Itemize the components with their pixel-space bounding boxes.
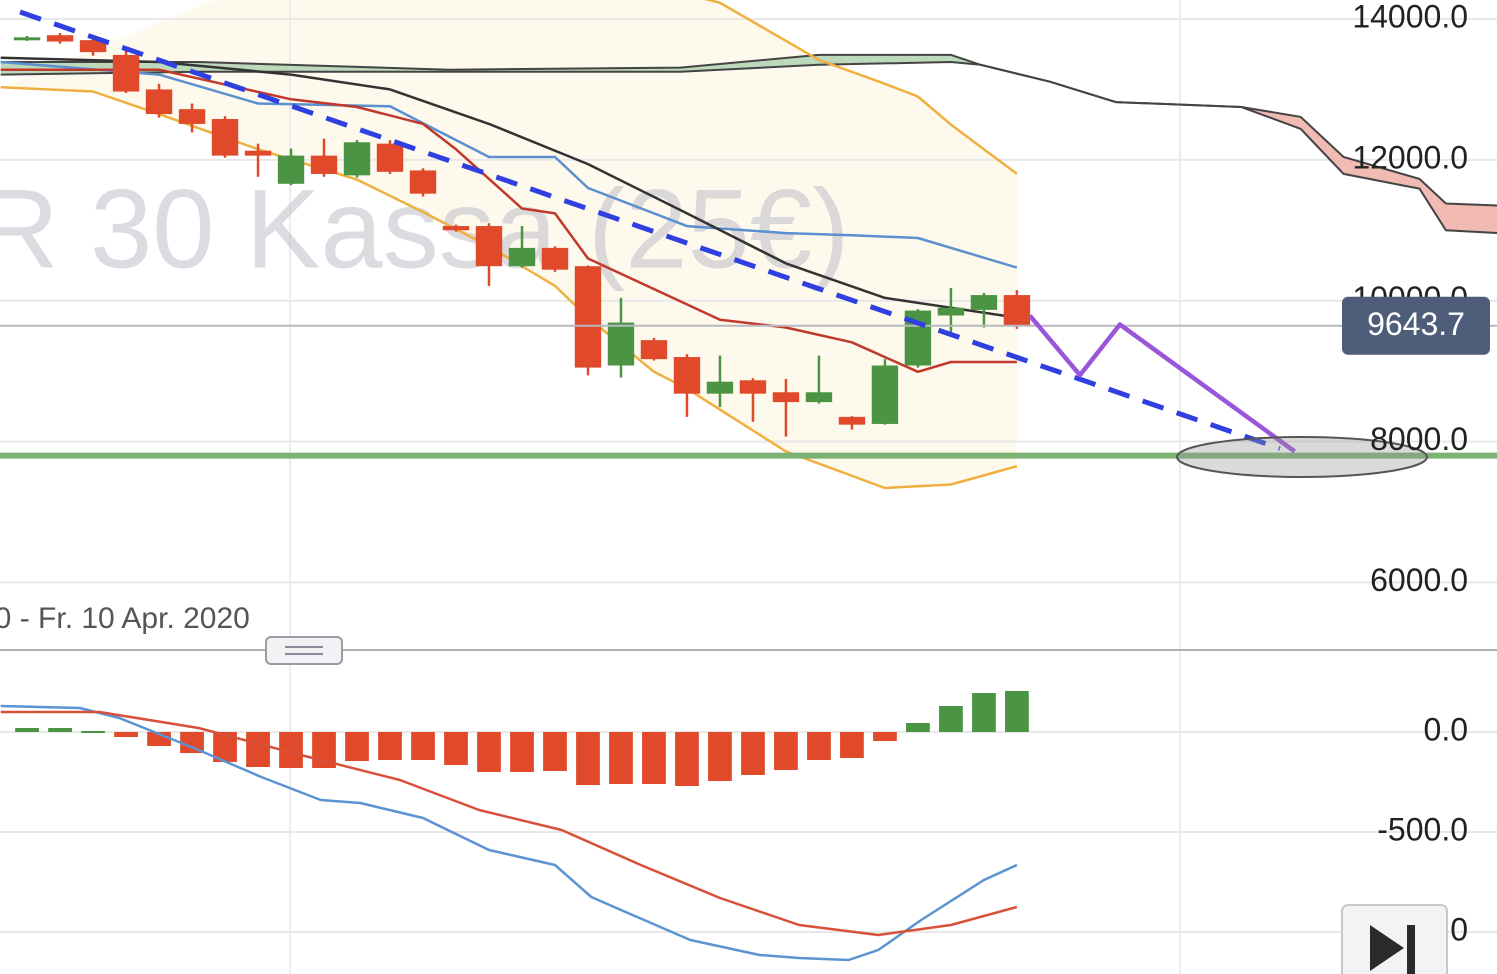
band-fill — [0, 0, 1017, 488]
candle-body — [772, 392, 800, 403]
macd-panel — [0, 691, 1029, 962]
candle-body — [244, 150, 272, 156]
histogram-bar — [444, 732, 468, 765]
histogram-bar — [114, 732, 138, 737]
histogram-bar — [609, 732, 633, 784]
candle-body — [706, 381, 734, 394]
resize-handle[interactable] — [265, 636, 343, 665]
candle-body — [409, 170, 437, 194]
candle-body — [475, 226, 503, 267]
candle-body — [343, 142, 371, 176]
candle-body — [211, 119, 239, 156]
candle-body — [145, 89, 173, 115]
histogram-bar — [477, 732, 501, 772]
cloud-segment — [1300, 116, 1344, 174]
candle-body — [871, 365, 899, 424]
cloud-segment — [680, 54, 819, 72]
y-tick-label: 0.0 — [1424, 711, 1468, 747]
y-tick-label: -500.0 — [1377, 811, 1468, 847]
histogram-bar — [48, 728, 72, 732]
y-tick-label: 14000.0 — [1352, 0, 1468, 34]
y-tick-label: 6000.0 — [1370, 562, 1468, 598]
histogram-bar — [15, 728, 39, 732]
candle-body — [310, 155, 338, 174]
bollinger-middle — [0, 60, 1018, 269]
play-icon — [1370, 925, 1404, 971]
histogram-bar — [246, 732, 270, 767]
cloud-segment — [1445, 203, 1497, 234]
histogram-bar — [213, 732, 237, 762]
cloud-line — [0, 60, 1497, 207]
histogram-bar — [510, 732, 534, 772]
macd-line — [0, 704, 1018, 962]
sma-line — [0, 56, 1018, 319]
histogram-bar — [840, 732, 864, 758]
candle-body — [376, 143, 404, 172]
signal-line — [0, 710, 1018, 937]
histogram-bar — [81, 731, 105, 733]
candle-body — [640, 340, 668, 360]
candle-body — [739, 380, 767, 394]
candle-body — [607, 322, 635, 366]
cloud-segment — [1419, 178, 1446, 231]
candle-body — [13, 37, 41, 41]
histogram-bar — [873, 732, 897, 741]
candle-body — [673, 357, 701, 394]
price-badge — [1342, 296, 1490, 355]
y-tick-label: 8000.0 — [1370, 421, 1468, 457]
histogram-bar — [906, 723, 930, 732]
candle-body — [970, 295, 998, 310]
histogram-bar — [774, 732, 798, 770]
candle-body — [277, 155, 305, 184]
histogram-bar — [543, 732, 567, 771]
histogram-bar — [1005, 691, 1029, 732]
target-ellipse — [1176, 436, 1428, 478]
histogram-bar — [411, 732, 435, 760]
bollinger-upper — [703, 0, 1018, 175]
candle-body — [937, 307, 965, 316]
candle-body — [574, 266, 602, 368]
candle-body — [79, 40, 107, 53]
histogram-bar — [972, 693, 996, 732]
histogram-bar — [279, 732, 303, 768]
candle-body — [46, 35, 74, 42]
candle-body — [838, 416, 866, 425]
cloud-segment — [1343, 157, 1420, 189]
candle-body — [541, 247, 569, 270]
trendline — [19, 9, 1281, 451]
play-button[interactable] — [1341, 904, 1448, 974]
histogram-bar — [378, 732, 402, 760]
histogram-bar — [345, 732, 369, 761]
candle-body — [442, 226, 470, 231]
candle-body — [178, 109, 206, 124]
histogram-bar — [807, 732, 831, 760]
band-fill-layer — [0, 0, 1017, 488]
candle-body — [1003, 295, 1031, 326]
histogram-bar — [741, 732, 765, 775]
histogram-bar — [939, 706, 963, 732]
histogram-bar — [675, 732, 699, 786]
histogram-bar — [708, 732, 732, 781]
candle-body — [508, 247, 536, 267]
date-range: 20 - Fr. 10 Apr. 2020 — [0, 602, 250, 635]
histogram-bar — [576, 732, 600, 785]
candle-body — [112, 54, 140, 92]
candle-body — [805, 392, 833, 403]
price-panel: R 30 Kassa (25€) — [0, 0, 1497, 490]
y-tick-label: 12000.0 — [1352, 139, 1468, 175]
play-icon-bar — [1407, 925, 1415, 974]
projection-line — [1028, 314, 1297, 454]
histogram-bar — [180, 732, 204, 753]
histogram-bar — [642, 732, 666, 784]
kijun-line — [0, 68, 1017, 374]
price-badge-label: 9643.7 — [1367, 306, 1465, 342]
